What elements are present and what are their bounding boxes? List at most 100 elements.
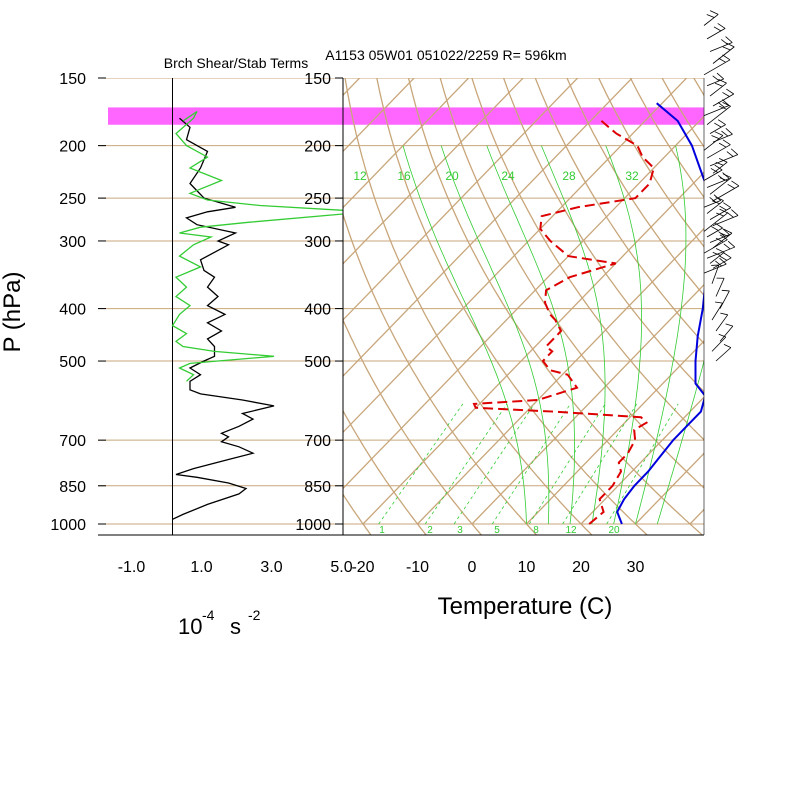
pressure-tick-label: 700 — [59, 433, 86, 450]
isotherm — [343, 78, 470, 209]
barb-shaft — [709, 177, 732, 195]
wind-barb — [709, 248, 725, 264]
mixing-ratio-label: 32 — [625, 169, 639, 183]
wind-barb — [712, 228, 733, 249]
mixing-ratio-label: 12 — [565, 525, 577, 536]
barb-feather — [730, 148, 739, 155]
barb-feather — [722, 54, 731, 61]
barb-feather — [715, 301, 723, 304]
pressure-tick-label: 850 — [59, 479, 86, 496]
barb-feather — [719, 255, 728, 261]
mixing-ratio-label: 12 — [353, 169, 367, 183]
wind-barb — [706, 23, 726, 40]
wind-barb — [709, 148, 739, 167]
wind-barb — [719, 289, 730, 309]
wind-barb — [703, 99, 730, 116]
wind-barb — [703, 234, 728, 254]
wind-barb — [706, 139, 731, 159]
units-s: s — [230, 614, 241, 639]
barb-feather — [718, 333, 727, 338]
temperature-tick-label: 30 — [627, 559, 645, 576]
barb-shaft — [711, 264, 720, 284]
temperature-tick-label: 0 — [468, 559, 477, 576]
barb-shaft — [719, 325, 734, 342]
isotherm — [0, 26, 193, 524]
dry-adiabat — [534, 78, 704, 345]
barb-shaft — [715, 347, 732, 362]
barb-feather — [726, 88, 735, 95]
dry-adiabat — [343, 318, 483, 535]
dry-adiabat — [597, 78, 704, 248]
barb-feather — [715, 260, 722, 267]
barb-shaft — [712, 185, 740, 202]
skewt-series — [472, 102, 704, 525]
temperature-line — [616, 102, 704, 525]
units-exponent-2: -2 — [248, 607, 261, 623]
barb-feather — [714, 122, 722, 128]
dry-adiabat — [343, 493, 372, 535]
barb-feather — [720, 312, 728, 316]
barb-shaft — [715, 278, 725, 297]
barb-shaft — [706, 200, 724, 214]
wind-barb — [711, 301, 723, 321]
dry-adiabat — [376, 78, 649, 535]
pressure-tick-label: 300 — [304, 234, 331, 251]
pressure-tick-label: 200 — [304, 139, 331, 156]
isotherm — [0, 26, 356, 524]
isotherm — [635, 452, 704, 525]
barb-feather — [718, 78, 727, 84]
moist-adiabat — [541, 145, 606, 525]
wind-barb — [703, 257, 727, 274]
isotherm — [343, 78, 688, 434]
pressure-tick-label: 1000 — [50, 517, 86, 534]
barb-feather — [719, 177, 728, 182]
barb-shaft — [706, 105, 731, 126]
barb-feather — [709, 10, 719, 15]
left-panel-grid — [98, 78, 343, 535]
mixing-ratio-label: 20 — [445, 169, 459, 183]
barb-shaft — [703, 200, 721, 208]
wind-barb — [712, 180, 740, 202]
shear-term-line — [172, 117, 275, 520]
wind-barb — [706, 72, 724, 87]
barb-shaft — [719, 290, 730, 309]
barb-feather — [726, 151, 734, 157]
barb-feather — [711, 226, 719, 231]
wind-barb — [709, 119, 726, 134]
wind-barb — [715, 277, 725, 297]
isotherm — [0, 26, 302, 524]
barb-feather — [711, 264, 719, 266]
shear-x-tick-label: 5.0 — [330, 559, 352, 576]
mixing-ratio-label: 3 — [457, 525, 463, 536]
wind-barb — [706, 196, 724, 214]
mixing-ratio-line — [606, 403, 679, 525]
barb-feather — [723, 173, 732, 179]
barb-shaft — [703, 59, 731, 76]
barb-feather — [731, 180, 740, 187]
pressure-tick-label: 250 — [304, 191, 331, 208]
barb-feather — [723, 344, 732, 348]
wind-barb — [706, 222, 723, 238]
barb-feather — [722, 102, 731, 107]
wind-barb — [711, 264, 720, 284]
moist-adiabat — [486, 145, 575, 525]
moist-adiabat — [605, 145, 642, 525]
pressure-tick-label: 700 — [304, 433, 331, 450]
wind-barb — [703, 164, 723, 181]
barb-feather — [721, 130, 729, 137]
wind-barb — [703, 54, 731, 76]
wind-barb — [706, 240, 736, 259]
barb-shaft — [709, 82, 727, 97]
left-panel-title: Brch Shear/Stab Terms — [164, 55, 308, 71]
pressure-tick-label: 250 — [59, 191, 86, 208]
wind-barb — [715, 312, 729, 332]
mixing-ratio-label: 24 — [501, 169, 515, 183]
wind-barb — [703, 10, 719, 26]
barb-feather — [710, 168, 719, 173]
isotherm — [343, 78, 634, 377]
wind-barb — [712, 88, 735, 107]
y-axis-label: P (hPa) — [0, 272, 26, 353]
barb-shaft — [703, 169, 723, 181]
pressure-tick-label: 850 — [304, 479, 331, 496]
stability-term-line — [171, 110, 343, 382]
